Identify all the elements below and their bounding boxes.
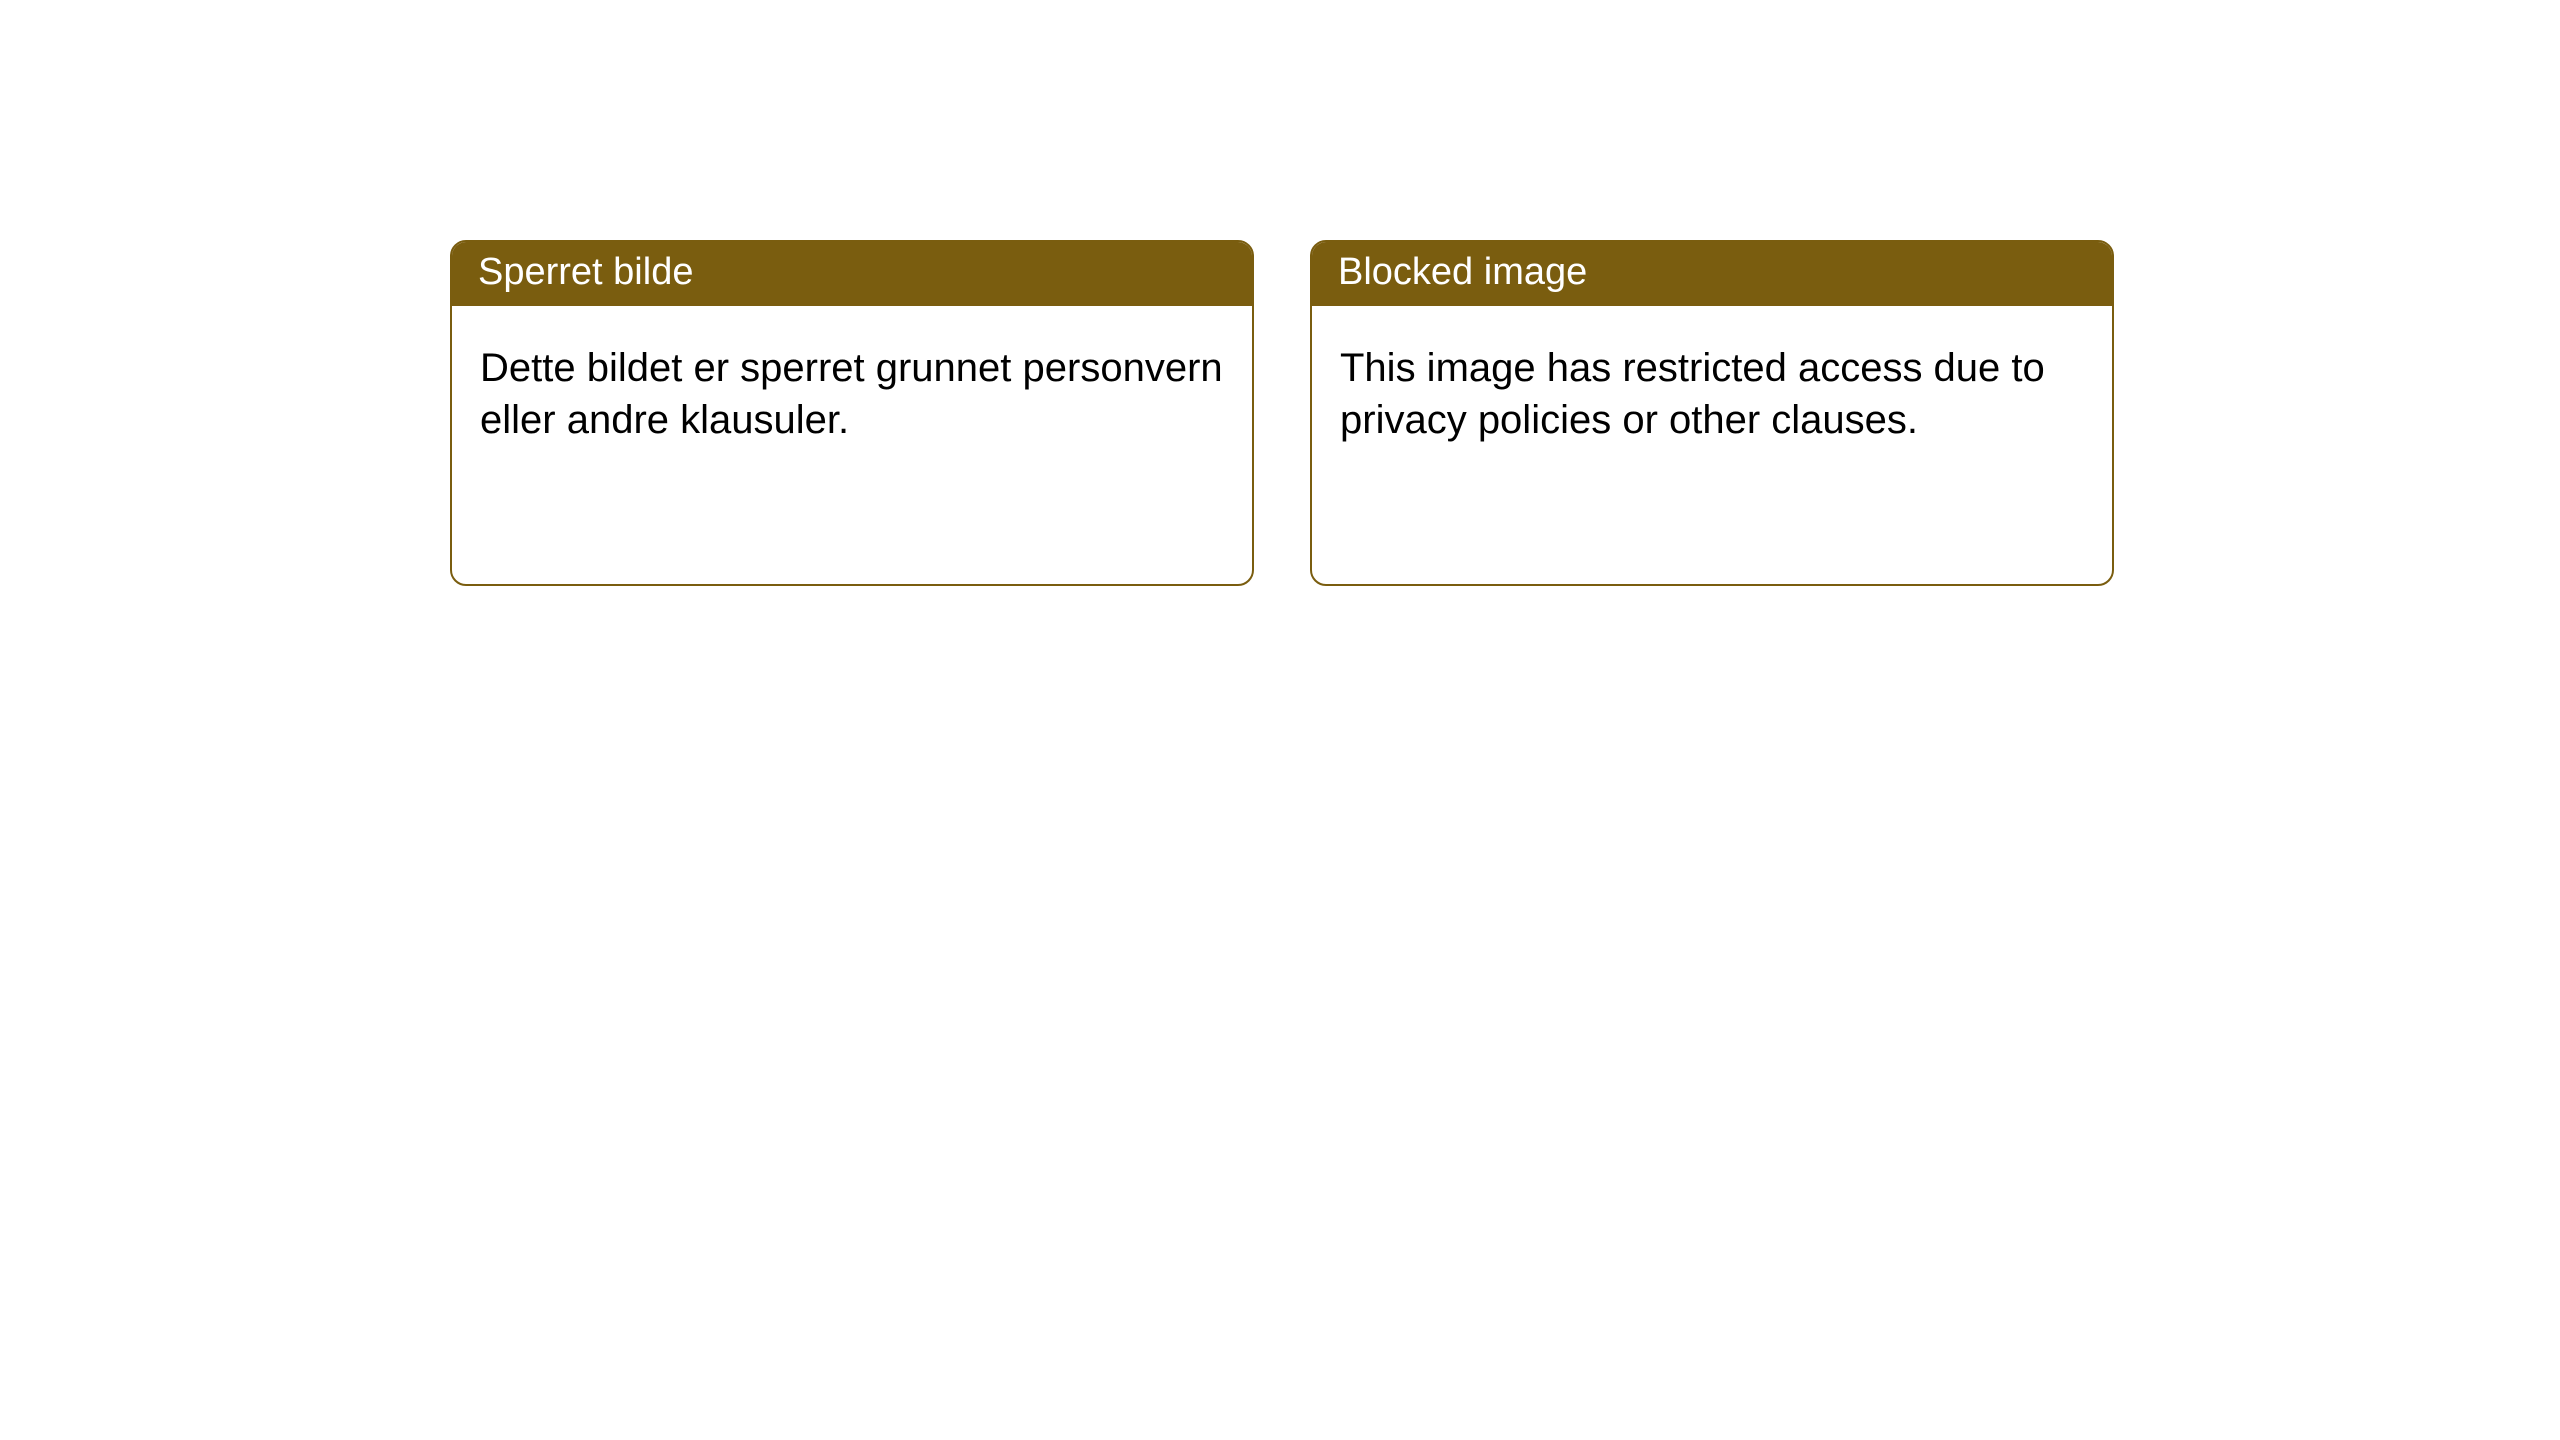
notice-body: This image has restricted access due to … <box>1312 306 2112 584</box>
notice-container: Sperret bilde Dette bildet er sperret gr… <box>0 0 2560 586</box>
notice-card-norwegian: Sperret bilde Dette bildet er sperret gr… <box>450 240 1254 586</box>
notice-header: Blocked image <box>1312 242 2112 306</box>
notice-card-english: Blocked image This image has restricted … <box>1310 240 2114 586</box>
notice-body: Dette bildet er sperret grunnet personve… <box>452 306 1252 584</box>
notice-header: Sperret bilde <box>452 242 1252 306</box>
